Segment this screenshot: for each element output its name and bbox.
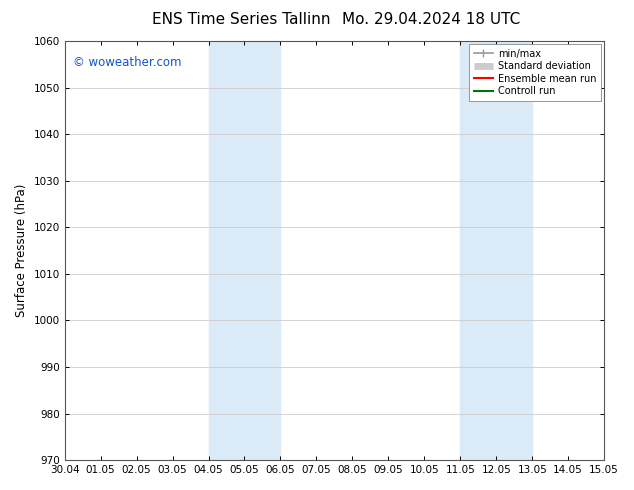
Text: Mo. 29.04.2024 18 UTC: Mo. 29.04.2024 18 UTC — [342, 12, 521, 27]
Bar — [209, 41, 280, 460]
Text: © woweather.com: © woweather.com — [73, 56, 181, 69]
Y-axis label: Surface Pressure (hPa): Surface Pressure (hPa) — [15, 184, 28, 318]
Text: ENS Time Series Tallinn: ENS Time Series Tallinn — [152, 12, 330, 27]
Legend: min/max, Standard deviation, Ensemble mean run, Controll run: min/max, Standard deviation, Ensemble me… — [469, 44, 601, 101]
Bar — [460, 41, 532, 460]
